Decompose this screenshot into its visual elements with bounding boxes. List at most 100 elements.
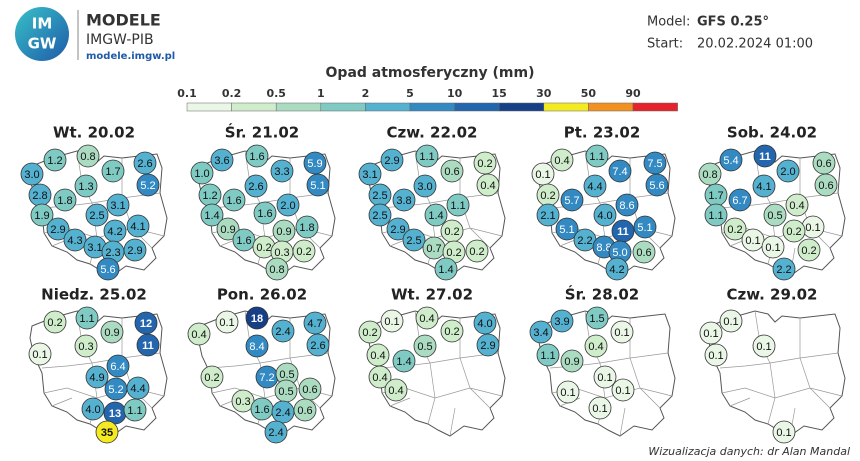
precip-point [763, 203, 787, 227]
precip-value: 1.4 [396, 356, 411, 368]
precip-value: 1.6 [254, 404, 269, 416]
precip-value: 4.2 [609, 264, 624, 276]
precip-point [753, 144, 777, 168]
precip-value: 0.2 [477, 158, 492, 170]
precip-point [30, 203, 54, 227]
precip-value: 1.1 [540, 350, 555, 362]
map: Wt. 20.02 1.2 0.8 1.7 2.6 3.0 5.2 1.3 2.8 1.8 3.1 1… [20, 124, 168, 281]
precip-value: 0.4 [419, 313, 434, 325]
legend-label: 5 [406, 87, 414, 100]
precip-value: 0.4 [588, 341, 603, 353]
precip-point [295, 215, 319, 239]
precip-point [126, 376, 150, 400]
precip-point [473, 151, 497, 175]
precip-point [306, 333, 330, 357]
legend-label: 90 [625, 87, 641, 100]
precip-value: 2.3 [105, 247, 120, 259]
precip-point [386, 217, 410, 241]
precip-value: 0.1 [708, 350, 723, 362]
precip-point [814, 173, 838, 197]
precip-value: 2.6 [248, 181, 263, 193]
precip-value: 4.1 [756, 181, 771, 193]
precip-point [53, 188, 77, 212]
precip-value: 2.4 [268, 427, 283, 439]
precip-value: 5.4 [723, 155, 738, 167]
precip-point [293, 398, 317, 422]
precip-point [583, 174, 607, 198]
precip-point [292, 239, 316, 263]
precip-point [593, 203, 617, 227]
precip-point [392, 188, 416, 212]
map-title: Wt. 27.02 [391, 286, 473, 304]
precip-value: 0.1 [219, 317, 234, 329]
precip-point [265, 257, 289, 281]
precip-point [245, 144, 269, 168]
precip-point [28, 342, 52, 366]
precip-point [776, 159, 800, 183]
map-title: Śr. 21.02 [225, 123, 299, 142]
precip-point [761, 235, 785, 259]
precip-point [719, 148, 743, 172]
legend-swatch [454, 102, 500, 112]
precip-value: 2.4 [275, 326, 290, 338]
precip-value: 4.4 [130, 383, 145, 395]
precip-point [415, 144, 439, 168]
precip-value: 0.4 [388, 385, 403, 397]
logo-text: IM [32, 15, 53, 33]
precip-value: 0.2 [786, 226, 801, 238]
precip-value: 1.3 [78, 181, 93, 193]
precip-value: 4.7 [307, 318, 322, 330]
precip-value: 2.9 [50, 224, 65, 236]
precip-value: 0.4 [191, 329, 206, 341]
legend-label: 0.5 [266, 87, 286, 100]
precip-point [536, 203, 560, 227]
precip-value: 0.4 [372, 372, 387, 384]
legend-title: Opad atmosferyczny (mm) [326, 65, 535, 81]
precip-point [536, 343, 560, 367]
precip-point [556, 380, 580, 404]
precip-value: 3.1 [110, 200, 125, 212]
precip-point [74, 334, 98, 358]
precip-point [271, 319, 295, 343]
precip-value: 1.5 [589, 313, 604, 325]
precip-value: 2.5 [372, 210, 387, 222]
precip-value: 1.7 [708, 190, 723, 202]
precip-value: 2.5 [372, 190, 387, 202]
precip-value: 0.6 [636, 247, 651, 259]
legend-swatch [588, 102, 634, 112]
precip-point [719, 309, 743, 333]
precip-point [782, 219, 806, 243]
model-value: GFS 0.25° [697, 15, 769, 30]
legend-swatch [365, 102, 411, 112]
precip-value: 1.1 [708, 210, 723, 222]
precip-point [95, 420, 119, 444]
precip-point [550, 148, 574, 172]
precip-point [415, 306, 439, 330]
precip-value: 0.4 [554, 155, 569, 167]
precip-point [476, 173, 500, 197]
precip-point [123, 398, 147, 422]
precip-point [43, 148, 67, 172]
logo-text: GW [28, 35, 57, 53]
precip-point [440, 319, 464, 343]
precip-value: 0.6 [297, 405, 312, 417]
precip-value: 8.8 [596, 242, 611, 254]
precip-point [413, 334, 437, 358]
precip-value: 2.9 [480, 340, 495, 352]
precip-point [550, 309, 574, 333]
precip-point [216, 217, 240, 241]
precip-point [585, 306, 609, 330]
map: Śr. 28.023.9 1.53.4 0.10.41.1 0.90.10.10.10… [529, 285, 676, 437]
precip-value: 18 [251, 313, 263, 325]
precip-point [136, 333, 160, 357]
map: Sob. 24.02 5.4 11 2.0 0.6 0.8 0.6 4.1 1.7 6.7 0.4 1… [698, 124, 846, 281]
precip-value: 5.1 [637, 222, 652, 234]
precip-value: 0.1 [615, 385, 630, 397]
precip-value: 1.1 [127, 405, 142, 417]
precip-value: 0.4 [480, 180, 495, 192]
precip-value: 0.2 [469, 246, 484, 258]
precip-value: 5.6 [100, 264, 115, 276]
precip-value: 0.8 [80, 151, 95, 163]
precip-point [20, 162, 44, 186]
precip-point [752, 334, 776, 358]
